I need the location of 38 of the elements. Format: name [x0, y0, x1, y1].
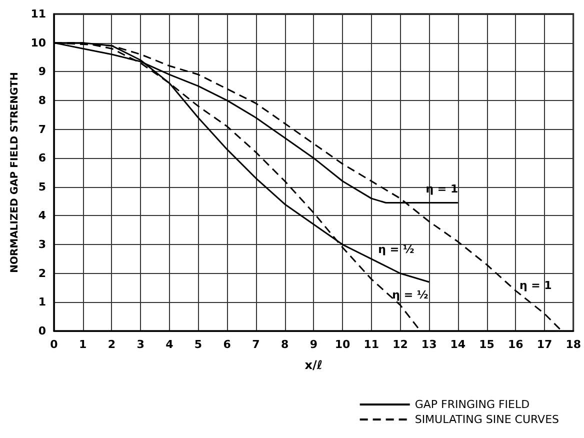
- legend-label: SIMULATING SINE CURVES: [414, 413, 560, 426]
- x-tick-label: 13: [421, 338, 437, 351]
- x-tick-label: 2: [108, 338, 116, 351]
- x-tick-label: 17: [536, 338, 552, 351]
- y-tick-label: 3: [38, 238, 46, 252]
- y-tick-label: 0: [38, 324, 46, 338]
- x-axis-title: x/ℓ: [304, 358, 323, 372]
- x-tick-label: 4: [166, 338, 174, 351]
- x-tick-label: 12: [392, 338, 408, 351]
- x-tick-label: 16: [508, 338, 524, 351]
- x-tick-label: 11: [364, 338, 380, 351]
- legend-label: GAP FRINGING FIELD: [414, 398, 530, 411]
- y-tick-label: 7: [38, 122, 46, 136]
- annotation: η = ½: [378, 242, 414, 256]
- y-tick-label: 5: [38, 180, 46, 194]
- x-tick-label: 5: [194, 338, 202, 351]
- y-tick-label: 8: [38, 94, 46, 107]
- y-tick-label: 10: [30, 36, 46, 50]
- annotation: η = ½: [392, 288, 428, 302]
- y-tick-label: 11: [30, 8, 46, 20]
- x-tick-label: 10: [334, 338, 351, 351]
- y-tick-label: 9: [38, 65, 46, 78]
- x-tick-label: 1: [79, 338, 87, 351]
- x-tick-label: 0: [50, 338, 58, 351]
- y-axis-title: NORMALIZED GAP FIELD STRENGTH: [9, 72, 20, 273]
- x-tick-label: 18: [566, 338, 581, 351]
- x-tick-label: 9: [310, 338, 318, 351]
- x-tick-label: 15: [479, 338, 494, 351]
- x-tick-label: 6: [223, 338, 232, 351]
- annotation: η = 1: [519, 279, 552, 292]
- y-tick-label: 1: [38, 296, 46, 309]
- x-tick-label: 8: [280, 338, 289, 351]
- y-tick-label: 6: [38, 152, 46, 165]
- y-tick-label: 4: [38, 209, 46, 222]
- x-tick-label: 3: [136, 338, 144, 351]
- x-tick-label: 7: [252, 338, 260, 351]
- y-tick-label: 2: [38, 266, 46, 280]
- x-tick-label: 14: [450, 338, 466, 351]
